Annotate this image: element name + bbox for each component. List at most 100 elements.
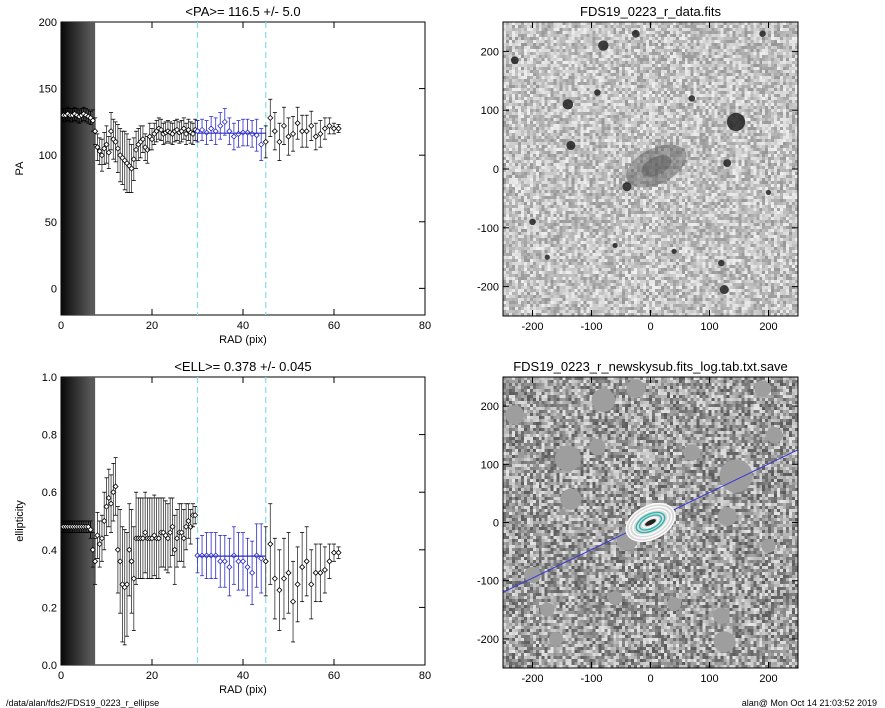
data-point — [308, 581, 315, 588]
y-tick-label: 0.8 — [42, 430, 57, 442]
x-tick-label: 0 — [647, 673, 653, 685]
data-point — [280, 122, 288, 129]
y-tick-label: 200 — [39, 17, 57, 29]
inner-band-bar — [89, 22, 96, 315]
x-tick-label: 60 — [328, 320, 340, 332]
source — [759, 30, 766, 38]
x-tick-label: 20 — [146, 670, 158, 682]
data-point — [198, 126, 206, 133]
data-point — [335, 549, 342, 556]
image-area — [503, 22, 798, 316]
data-series — [61, 457, 199, 646]
data-point — [105, 149, 112, 156]
x-tick-label: 0 — [647, 321, 653, 333]
data-point — [208, 125, 215, 132]
data-point — [289, 598, 297, 605]
data-point — [303, 128, 310, 135]
y-axis-label: PA — [14, 161, 26, 176]
data-point — [321, 125, 328, 132]
y-tick-label: 100 — [481, 459, 499, 471]
y-tick-label: 0.4 — [42, 545, 57, 557]
y-tick-label: 200 — [481, 46, 499, 58]
data-point — [221, 558, 228, 565]
x-tick-label: 80 — [419, 320, 431, 332]
core-residual — [645, 519, 656, 526]
x-tick-label: 0 — [58, 320, 64, 332]
mask-region — [626, 379, 646, 399]
source — [718, 259, 725, 267]
data-point — [192, 512, 199, 519]
source — [612, 242, 618, 249]
y-tick-label: -100 — [477, 576, 499, 588]
x-tick-label: 40 — [237, 670, 249, 682]
mask-region — [549, 631, 564, 646]
data-point — [326, 558, 333, 565]
data-point — [271, 128, 278, 135]
pa-profile-panel: 0 20 40 60 80 0 50 100 150 200 <PA>= 116.5 +/- 5.0… — [14, 4, 431, 346]
source — [622, 182, 632, 192]
data-image-panel: -200 -100 0 100 200 -200 -100 0 100 200 FDS19_0223… — [477, 4, 799, 333]
data-point — [299, 564, 306, 571]
x-tick-label: -100 — [580, 321, 602, 333]
data-point — [258, 141, 265, 148]
data-point — [294, 120, 301, 127]
x-tick-label: 200 — [759, 321, 777, 333]
isophote-ellipse — [632, 509, 669, 536]
source — [566, 140, 576, 151]
data-point — [230, 133, 237, 140]
isophote-ellipse — [642, 516, 659, 529]
source — [529, 218, 536, 226]
mask-region — [540, 602, 555, 617]
galaxy-core — [641, 155, 672, 177]
data-point — [280, 575, 288, 582]
y-tick-label: 100 — [39, 150, 57, 162]
x-tick-label: 20 — [146, 320, 158, 332]
source — [723, 159, 732, 168]
data-point — [317, 569, 324, 576]
source — [544, 254, 550, 260]
data-series — [262, 503, 342, 643]
y-tick-label: -100 — [477, 223, 499, 235]
mask-region — [713, 631, 735, 653]
mask-region — [713, 607, 730, 624]
data-point — [258, 555, 265, 562]
data-series — [61, 106, 201, 193]
mask-region — [505, 405, 525, 425]
x-tick-label: -200 — [521, 321, 543, 333]
data-point — [262, 138, 269, 145]
y-tick-label: -200 — [477, 282, 499, 294]
source — [510, 56, 519, 65]
source — [671, 248, 677, 254]
mask-region — [667, 596, 682, 612]
isophote-ellipse — [635, 511, 666, 534]
mask-region — [683, 444, 701, 461]
data-point — [303, 558, 310, 565]
data-point — [285, 133, 292, 140]
y-tick-label: 150 — [39, 84, 57, 96]
y-tick-label: 0.2 — [42, 602, 57, 614]
data-point — [267, 114, 274, 121]
y-axis-label: ellipticity — [14, 500, 26, 542]
y-tick-label: 100 — [481, 105, 499, 117]
image-area — [503, 377, 798, 668]
source — [719, 284, 729, 295]
mask-region — [761, 538, 776, 553]
source — [631, 29, 640, 38]
source — [688, 95, 696, 102]
data-point — [294, 581, 301, 588]
data-point — [221, 118, 228, 125]
y-tick-label: 0 — [51, 283, 57, 295]
data-point — [244, 129, 251, 136]
chart-title: <ELL>= 0.378 +/- 0.045 — [174, 359, 311, 374]
y-tick-label: 0 — [493, 164, 499, 176]
file-path-label: /data/alan/fds2/FDS19_0223_r_ellipse — [6, 698, 160, 708]
plot-area — [61, 377, 342, 665]
x-tick-label: 100 — [700, 321, 718, 333]
isophote-ellipse — [638, 514, 663, 531]
data-point — [87, 526, 94, 533]
data-point — [249, 569, 256, 576]
x-tick-label: 200 — [759, 673, 777, 685]
source — [562, 99, 574, 110]
x-tick-label: 80 — [419, 670, 431, 682]
data-point — [335, 125, 342, 132]
